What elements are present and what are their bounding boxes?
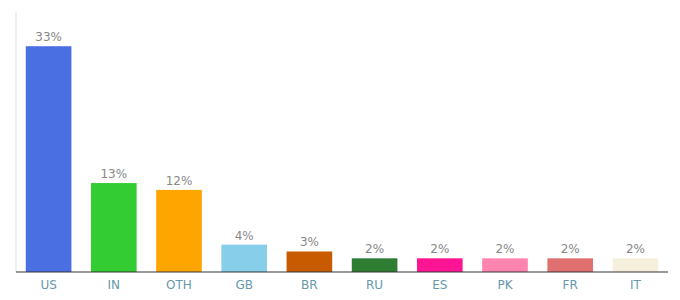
data-label: 33% — [35, 30, 62, 44]
bar — [26, 46, 72, 272]
bar — [547, 258, 593, 272]
bar — [287, 251, 333, 272]
data-label: 13% — [100, 167, 127, 181]
chart-container: US IN OTH GB BR RU ES PK FR IT 33% 13% 12% 4% 3% 2% 2% 2%… — [0, 0, 680, 300]
x-tick-label: GB — [235, 278, 253, 292]
data-label: 2% — [495, 242, 514, 256]
data-label: 2% — [365, 242, 384, 256]
x-tick-label: FR — [563, 278, 578, 292]
data-labels: 33% 13% 12% 4% 3% 2% 2% 2% 2% 2% — [35, 30, 645, 256]
bar — [156, 190, 202, 272]
x-tick-label: BR — [301, 278, 318, 292]
x-tick-label: OTH — [166, 278, 192, 292]
chart-svg: US IN OTH GB BR RU ES PK FR IT 33% 13% 12% 4% 3% 2% 2% 2%… — [0, 0, 680, 300]
data-label: 2% — [430, 242, 449, 256]
x-tick-label: ES — [432, 278, 447, 292]
bars — [26, 46, 658, 272]
page: {"chart_data": {"type": "bar", "categori… — [0, 0, 680, 300]
bar — [91, 183, 137, 272]
x-axis-line — [16, 272, 668, 273]
x-tick-label: PK — [497, 278, 513, 292]
data-label: 2% — [626, 242, 645, 256]
x-tick-label: US — [40, 278, 56, 292]
x-tick-label: IN — [108, 278, 121, 292]
bar — [417, 258, 463, 272]
data-label: 12% — [166, 174, 193, 188]
bar — [482, 258, 528, 272]
x-tick-label: IT — [630, 278, 642, 292]
data-label: 2% — [561, 242, 580, 256]
bar — [352, 258, 398, 272]
x-tick-label: RU — [366, 278, 383, 292]
data-label: 3% — [300, 235, 319, 249]
y-axis-line — [16, 12, 17, 272]
bar — [221, 245, 267, 272]
bar — [613, 258, 659, 272]
data-label: 4% — [235, 229, 254, 243]
